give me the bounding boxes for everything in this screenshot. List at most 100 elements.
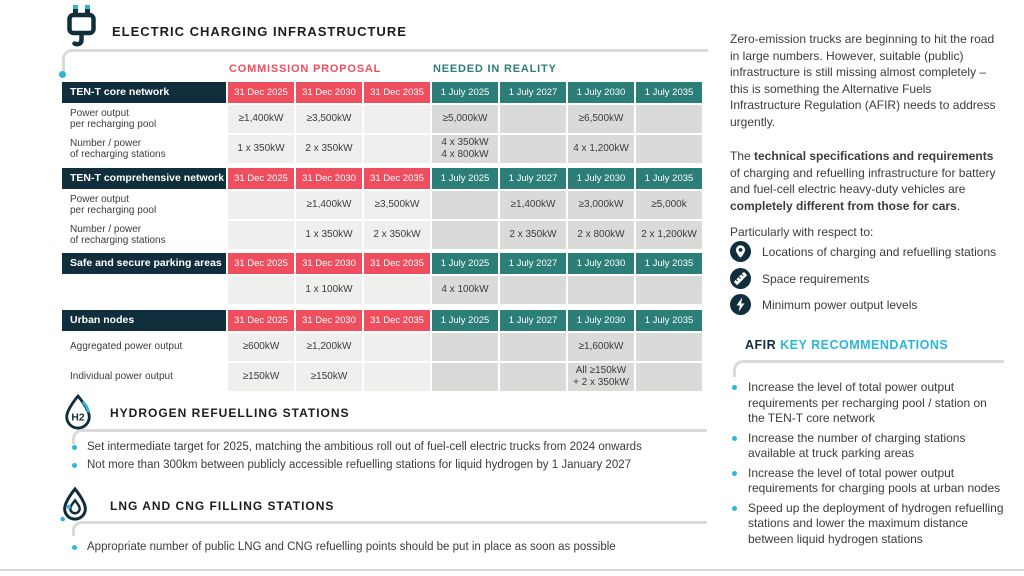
table-cell: 1 x 100kW <box>296 276 362 304</box>
feature-row-locations: Locations of charging and refuelling sta… <box>730 241 996 262</box>
bottom-divider <box>0 569 1024 571</box>
column-header: 1 July 2027 <box>500 253 566 274</box>
column-header: 31 Dec 2025 <box>228 253 294 274</box>
table-cell <box>500 363 566 391</box>
table-cell: 2 x 350kW <box>296 135 362 163</box>
table-cell: All ≥150kW + 2 x 350kW <box>568 363 634 391</box>
svg-text:H2: H2 <box>71 413 84 424</box>
column-header: 31 Dec 2030 <box>296 168 362 189</box>
table-cell: 2 x 350kW <box>364 221 430 249</box>
section-bracket-tables <box>59 49 708 78</box>
table-cell: ≥3,500kW <box>296 105 362 133</box>
table-cell: ≥5,000k <box>636 191 702 219</box>
table-cell: 4 x 100kW <box>432 276 498 304</box>
table-cell <box>364 363 430 391</box>
column-header: 1 July 2025 <box>432 310 498 331</box>
table-cell: ≥1,400kW <box>500 191 566 219</box>
table-cell: ≥6,500kW <box>568 105 634 133</box>
afir-title-part: AFIR <box>745 338 781 352</box>
text-segment: . <box>956 198 961 213</box>
table-safe-secure-parking-areas: Safe and secure parking areas 31 Dec 202… <box>62 253 702 304</box>
column-header: 1 July 2030 <box>568 310 634 331</box>
table-cell: ≥1,400kW <box>296 191 362 219</box>
column-header: 1 July 2027 <box>500 168 566 189</box>
recommendations-list: Increase the level of total power output… <box>731 380 1005 551</box>
hydrogen-bullet-list: Set intermediate target for 2025, matchi… <box>70 438 690 474</box>
column-header: 31 Dec 2025 <box>228 168 294 189</box>
section-bracket-hydrogen <box>72 429 707 444</box>
sidebar-paragraph-specs: The technical specifications and require… <box>730 148 1004 214</box>
table-cell <box>500 105 566 133</box>
table-cell <box>636 333 702 361</box>
column-header: 1 July 2025 <box>432 168 498 189</box>
table-cell: 2 x 1,200kW <box>636 221 702 249</box>
lng-bullet-list: Appropriate number of public LNG and CNG… <box>70 538 690 556</box>
table-cell: ≥1,600kW <box>568 333 634 361</box>
column-header: 1 July 2027 <box>500 310 566 331</box>
column-header: 31 Dec 2035 <box>364 253 430 274</box>
column-header: 1 July 2025 <box>432 253 498 274</box>
table-cell <box>636 363 702 391</box>
row-label: Number / power of recharging stations <box>62 221 226 249</box>
column-header: 1 July 2035 <box>636 168 702 189</box>
table-urban-nodes: Urban nodes 31 Dec 2025 31 Dec 2030 31 D… <box>62 310 702 391</box>
plug-icon <box>67 5 96 47</box>
table-title: Urban nodes <box>62 310 226 331</box>
table-cell: ≥1,400kW <box>228 105 294 133</box>
text-segment-bold: completely different from those for cars <box>730 198 957 213</box>
table-ten-t-comprehensive-network: TEN-T comprehensive network 31 Dec 2025 … <box>62 168 702 249</box>
table-cell <box>432 333 498 361</box>
list-item: Appropriate number of public LNG and CNG… <box>70 538 690 556</box>
table-cell: 4 x 1,200kW <box>568 135 634 163</box>
page-title: ELECTRIC CHARGING INFRASTRUCTURE <box>112 24 407 39</box>
column-header: 31 Dec 2030 <box>296 82 362 103</box>
column-header: 1 July 2030 <box>568 253 634 274</box>
column-header: 31 Dec 2035 <box>364 82 430 103</box>
table-title: TEN-T comprehensive network <box>62 168 226 189</box>
column-header: 31 Dec 2035 <box>364 168 430 189</box>
table-cell <box>364 333 430 361</box>
table-cell: ≥5,000kW <box>432 105 498 133</box>
lng-section-title: LNG AND CNG FILLING STATIONS <box>110 499 335 513</box>
table-cell: 1 x 350kW <box>228 135 294 163</box>
text-segment-bold: technical specifications and requirement… <box>754 149 994 163</box>
table-cell: 2 x 350kW <box>500 221 566 249</box>
table-cell: ≥3,000kW <box>568 191 634 219</box>
table-cell <box>228 191 294 219</box>
feature-row-power: Minimum power output levels <box>730 294 917 315</box>
feature-label: Space requirements <box>762 271 870 286</box>
feature-label: Locations of charging and refuelling sta… <box>762 244 997 259</box>
table-ten-t-core-network: TEN-T core network 31 Dec 2025 31 Dec 20… <box>62 82 702 163</box>
text-segment: The <box>730 149 755 163</box>
column-header: 31 Dec 2035 <box>364 310 430 331</box>
table-cell: 1 x 350kW <box>296 221 362 249</box>
table-cell <box>568 276 634 304</box>
flame-drop-icon <box>60 486 87 522</box>
needed-in-reality-header: NEEDED IN REALITY <box>433 63 557 75</box>
feature-label: Minimum power output levels <box>762 297 918 312</box>
column-header: 1 July 2030 <box>568 82 634 103</box>
list-item: Speed up the deployment of hydrogen refu… <box>731 501 1005 548</box>
column-header: 1 July 2030 <box>568 168 634 189</box>
sidebar-paragraph-particularly: Particularly with respect to: <box>730 225 874 239</box>
table-cell: ≥150kW <box>228 363 294 391</box>
row-label: Power output per recharging pool <box>62 191 226 219</box>
table-cell: ≥3,500kW <box>364 191 430 219</box>
list-item: Increase the number of charging stations… <box>731 431 1005 462</box>
table-cell: ≥600kW <box>228 333 294 361</box>
ruler-icon <box>730 268 751 289</box>
list-item: Not more than 300km between publicly acc… <box>70 456 690 474</box>
list-item: Set intermediate target for 2025, matchi… <box>70 438 690 456</box>
table-cell <box>432 191 498 219</box>
row-label: Individual power output <box>62 363 226 391</box>
table-cell <box>364 105 430 133</box>
column-header: 1 July 2035 <box>636 253 702 274</box>
sidebar-paragraph-intro: Zero-emission trucks are beginning to hi… <box>730 32 996 129</box>
column-header: 1 July 2035 <box>636 82 702 103</box>
table-cell: 2 x 800kW <box>568 221 634 249</box>
afir-recommendations-title: AFIR KEY RECOMMENDATIONS <box>745 338 948 352</box>
column-header: 1 July 2027 <box>500 82 566 103</box>
table-cell <box>500 276 566 304</box>
list-item: Increase the level of total power output… <box>731 466 1005 497</box>
